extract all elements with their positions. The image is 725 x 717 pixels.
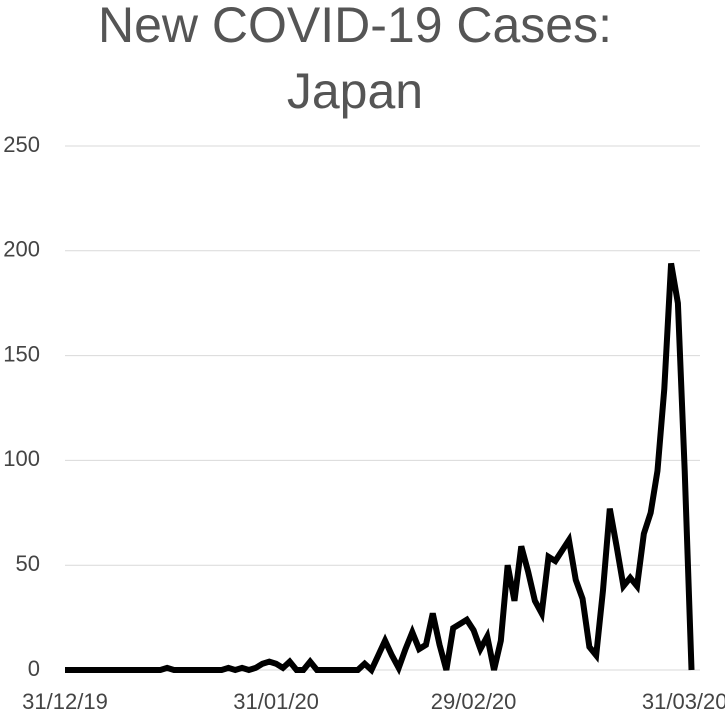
y-tick-label: 50 bbox=[16, 551, 40, 576]
y-tick-label: 100 bbox=[3, 446, 40, 471]
x-tick-label: 31/01/20 bbox=[233, 689, 319, 714]
y-tick-label: 0 bbox=[28, 656, 40, 681]
y-tick-label: 150 bbox=[3, 341, 40, 366]
data-line bbox=[65, 262, 695, 676]
x-tick-label: 31/03/20 bbox=[642, 689, 725, 714]
x-tick-label: 31/12/19 bbox=[22, 689, 108, 714]
x-tick-label: 29/02/20 bbox=[431, 689, 517, 714]
y-tick-label: 250 bbox=[3, 132, 40, 157]
chart-title: New COVID-19 Cases: Japan bbox=[97, 0, 613, 119]
y-tick-label: 200 bbox=[3, 237, 40, 262]
